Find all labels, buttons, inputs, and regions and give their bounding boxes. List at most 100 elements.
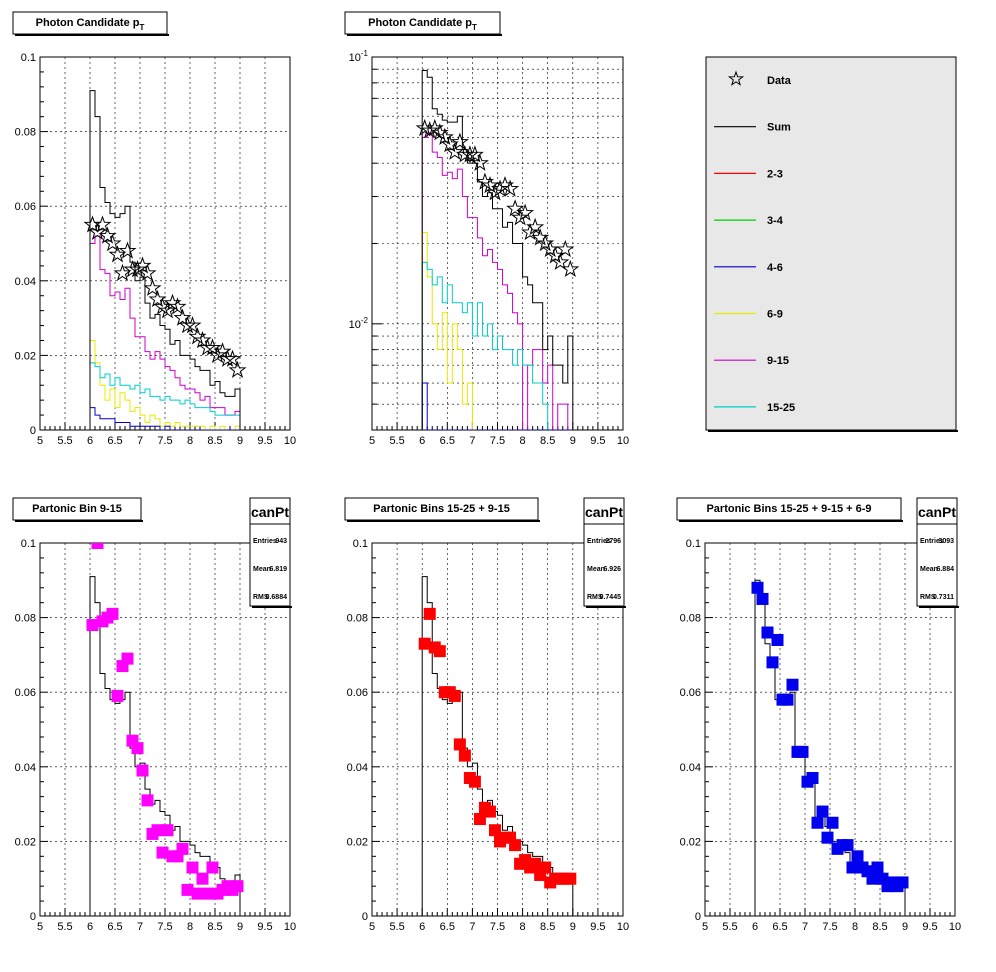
plot-title-shadow — [347, 34, 502, 36]
stats-value: 943 — [275, 538, 287, 545]
data-marker-square — [483, 805, 496, 818]
y-tick-label: 0.02 — [15, 836, 36, 848]
data-marker-square — [151, 824, 164, 837]
stats-value: 0.7311 — [933, 594, 954, 601]
data-point-star — [178, 316, 197, 334]
legend-label: Sum — [767, 122, 791, 134]
data-marker-square — [851, 850, 864, 863]
x-tick-label: 10 — [949, 921, 961, 933]
x-tick-label: 5.5 — [57, 435, 72, 447]
x-tick-label: 9 — [237, 921, 243, 933]
x-tick-label: 5 — [37, 435, 43, 447]
legend-box — [705, 56, 957, 431]
data-marker-square — [841, 839, 854, 852]
data-point-star — [506, 199, 525, 217]
data-point-star — [460, 145, 479, 163]
x-tick-label: 5 — [369, 921, 375, 933]
data-point-star — [223, 349, 242, 367]
stats-name: canPt — [918, 504, 956, 520]
y-tick-label: 0.08 — [347, 613, 368, 625]
x-tick-label: 5 — [37, 921, 43, 933]
data-marker-square — [111, 689, 124, 702]
y-tick-label: 0.04 — [680, 762, 701, 774]
legend-label: Data — [767, 75, 792, 87]
y-tick-label: 0.1 — [21, 52, 36, 64]
x-tick-label: 6 — [419, 435, 425, 447]
data-point-star — [103, 233, 122, 252]
x-tick-label: 9 — [570, 921, 576, 933]
data-marker-square — [458, 749, 471, 762]
x-tick-label: 9.5 — [922, 921, 937, 933]
data-marker-square — [448, 689, 461, 702]
y-tick-label: 0.1 — [353, 538, 368, 550]
data-marker-square — [826, 816, 839, 829]
stats-value: 3093 — [938, 538, 954, 545]
x-tick-label: 6 — [87, 921, 93, 933]
y-tick-label: 0.1 — [21, 538, 36, 550]
stats-label: Mean — [253, 566, 271, 573]
y-tick-label: 0.08 — [15, 127, 36, 139]
x-tick-label: 6 — [752, 921, 758, 933]
data-point-star — [108, 245, 127, 263]
y-tick-label: 10-2 — [349, 316, 369, 331]
legend-label: 3-4 — [767, 215, 784, 227]
x-tick-label: 10 — [617, 921, 629, 933]
chart-panel-6: 5 5.5 6 6.5 7 7.5 8 8.5 9 9.5 10 0 0.02 0.04 0.06 0.08 0… — [676, 497, 961, 933]
legend-label: 6-9 — [767, 309, 783, 321]
chart-panel-1: 5 5.5 6 6.5 7 7.5 8 8.5 9 9.5 10 0 0.02 0.04 0.06 0.08 0… — [12, 11, 296, 447]
data-marker-square — [529, 857, 542, 870]
stats-box-shadow — [586, 606, 626, 608]
series-line-15-25 — [89, 362, 241, 430]
data-marker-square — [433, 645, 446, 658]
data-marker-square — [781, 693, 794, 706]
data-point-star — [561, 259, 580, 278]
y-tick-label: 0 — [30, 911, 36, 923]
y-tick-label: 0 — [362, 911, 368, 923]
data-marker-square — [468, 775, 481, 788]
data-marker-square — [896, 876, 909, 889]
x-tick-label: 6.5 — [440, 435, 455, 447]
plot-title-shadow — [15, 34, 169, 36]
data-marker-square — [181, 883, 194, 896]
y-tick-label: 0.04 — [15, 276, 36, 288]
y-tick-label: 0.08 — [15, 613, 36, 625]
plot-title: Photon Candidate pT — [36, 17, 145, 32]
data-marker-square — [176, 842, 189, 855]
data-marker-square — [206, 861, 219, 874]
x-tick-label: 8.5 — [540, 435, 555, 447]
stats-value: 6.819 — [269, 566, 287, 573]
y-tick-label: 0.1 — [686, 538, 701, 550]
x-tick-label: 5.5 — [389, 921, 404, 933]
x-tick-label: 6.5 — [107, 921, 122, 933]
data-marker-square — [786, 678, 799, 691]
x-tick-label: 5 — [702, 921, 708, 933]
plot-title: Partonic Bin 9-15 — [32, 503, 122, 515]
data-marker-square — [121, 652, 134, 665]
data-point-star — [465, 145, 484, 163]
data-point-star — [183, 316, 202, 334]
stats-value: 2796 — [605, 538, 621, 545]
data-marker-square — [871, 861, 884, 874]
legend-shadow — [708, 430, 958, 432]
data-point-star — [93, 215, 112, 233]
data-marker-square — [756, 592, 769, 605]
data-marker-square — [811, 816, 824, 829]
data-point-star — [203, 338, 222, 356]
stats-value: 0.7445 — [600, 594, 622, 601]
plot-title-shadow — [347, 520, 540, 522]
data-point-star — [173, 308, 192, 326]
data-point-star — [98, 226, 117, 244]
x-tick-label: 9 — [902, 921, 908, 933]
data-point-star — [113, 263, 132, 282]
x-tick-label: 8 — [852, 921, 858, 933]
x-tick-label: 8.5 — [872, 921, 887, 933]
x-tick-label: 9.5 — [590, 921, 605, 933]
plot-title: Partonic Bins 15-25 + 9-15 — [373, 503, 510, 515]
data-marker-square — [771, 633, 784, 646]
data-point-star — [133, 256, 152, 274]
data-marker-square — [761, 626, 774, 639]
data-marker-square — [473, 813, 486, 826]
data-point-star — [445, 142, 464, 160]
stats-value: 6.884 — [936, 566, 954, 573]
data-point-star — [143, 278, 162, 296]
